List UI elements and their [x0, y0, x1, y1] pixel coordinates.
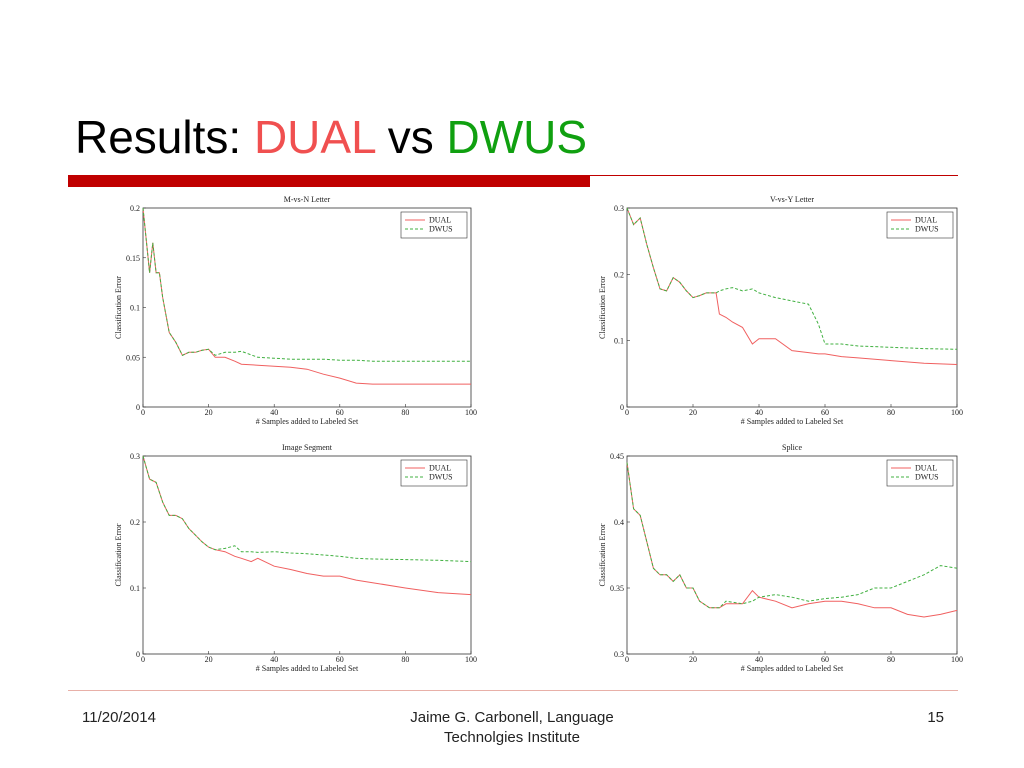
x-tick-label: 60 [336, 408, 344, 417]
legend-label: DWUS [915, 225, 939, 234]
x-tick-label: 100 [951, 655, 963, 664]
y-tick-label: 0 [136, 650, 140, 659]
y-tick-label: 0.15 [126, 254, 140, 263]
x-tick-label: 20 [689, 655, 697, 664]
legend-box [400, 211, 468, 239]
y-tick-label: 0.3 [614, 204, 624, 213]
x-tick-label: 100 [951, 408, 963, 417]
charts: M-vs-N Letter # Samples added to Labeled … [114, 195, 963, 673]
y-axis-label: Classification Error [598, 523, 607, 586]
legend-label: DUAL [429, 216, 451, 225]
chart-title: Splice [782, 443, 802, 452]
slide-title: Results: DUAL vs DWUS [75, 111, 587, 163]
y-axis-label: Classification Error [114, 276, 123, 339]
x-tick-label: 80 [887, 408, 895, 417]
chart: V-vs-Y Letter # Samples added to Labeled … [598, 195, 963, 426]
y-tick-label: 0.1 [614, 337, 624, 346]
x-tick-label: 40 [755, 655, 763, 664]
chart: M-vs-N Letter # Samples added to Labeled … [114, 195, 477, 426]
x-axis-label: # Samples added to Labeled Set [256, 417, 359, 426]
y-axis-label: Classification Error [598, 276, 607, 339]
line [142, 207, 471, 362]
x-tick-label: 40 [755, 408, 763, 417]
plot-frame [626, 455, 958, 655]
legend-box [400, 459, 468, 487]
y-tick-label: 0.45 [610, 452, 624, 461]
x-tick-label: 60 [336, 655, 344, 664]
legend-label: DWUS [429, 225, 453, 234]
x-tick-label: 60 [821, 408, 829, 417]
legend-box [886, 211, 954, 239]
chart-title: Image Segment [282, 443, 333, 452]
title-part: DWUS [447, 111, 588, 163]
x-tick-label: 60 [821, 655, 829, 664]
x-axis-label: # Samples added to Labeled Set [741, 664, 844, 673]
y-tick-label: 0.3 [614, 650, 624, 659]
chart-title: M-vs-N Letter [284, 195, 331, 204]
title-bar [68, 175, 590, 187]
chart: Image Segment # Samples added to Labeled … [114, 443, 477, 673]
x-tick-label: 20 [689, 408, 697, 417]
line [626, 462, 958, 618]
x-tick-label: 0 [625, 408, 629, 417]
y-tick-label: 0 [136, 403, 140, 412]
y-tick-label: 0.1 [130, 304, 140, 313]
y-tick-label: 0.35 [610, 584, 624, 593]
title-part: vs [388, 111, 434, 163]
x-tick-label: 20 [205, 408, 213, 417]
x-tick-label: 80 [401, 408, 409, 417]
y-tick-label: 0.05 [126, 353, 140, 362]
footer-author: Jaime G. Carbonell, Language [410, 709, 613, 726]
y-tick-label: 0.2 [130, 518, 140, 527]
y-tick-label: 0.2 [130, 204, 140, 213]
x-tick-label: 100 [465, 655, 477, 664]
x-tick-label: 80 [401, 655, 409, 664]
legend-box [886, 459, 954, 487]
y-tick-label: 0.2 [614, 270, 624, 279]
footer-author: Technolgies Institute [444, 729, 580, 746]
x-axis-label: # Samples added to Labeled Set [256, 664, 359, 673]
footer-page: 15 [927, 709, 944, 726]
x-tick-label: 80 [887, 655, 895, 664]
footer-date: 11/20/2014 [82, 709, 156, 726]
y-tick-label: 0.1 [130, 584, 140, 593]
title-part: Results: [75, 111, 241, 163]
line [142, 455, 472, 596]
plot-frame [142, 455, 472, 655]
legend-label: DUAL [915, 216, 937, 225]
plot-frame [626, 207, 958, 408]
legend-label: DUAL [915, 464, 937, 473]
x-tick-label: 0 [625, 655, 629, 664]
x-tick-label: 100 [465, 408, 477, 417]
x-tick-label: 40 [270, 655, 278, 664]
y-axis-label: Classification Error [114, 523, 123, 586]
line [626, 207, 958, 350]
chart: Splice # Samples added to Labeled Set Clas… [598, 443, 963, 673]
x-tick-label: 0 [141, 655, 145, 664]
line [142, 455, 472, 563]
chart-title: V-vs-Y Letter [770, 195, 814, 204]
line [626, 462, 958, 609]
legend-label: DWUS [429, 473, 453, 482]
x-tick-label: 20 [205, 655, 213, 664]
x-axis-label: # Samples added to Labeled Set [741, 417, 844, 426]
title-part: DUAL [254, 111, 376, 163]
y-tick-label: 0 [620, 403, 624, 412]
legend-label: DUAL [429, 464, 451, 473]
legend-label: DWUS [915, 473, 939, 482]
y-tick-label: 0.4 [614, 518, 624, 527]
y-tick-label: 0.3 [130, 452, 140, 461]
x-tick-label: 0 [141, 408, 145, 417]
x-tick-label: 40 [270, 408, 278, 417]
